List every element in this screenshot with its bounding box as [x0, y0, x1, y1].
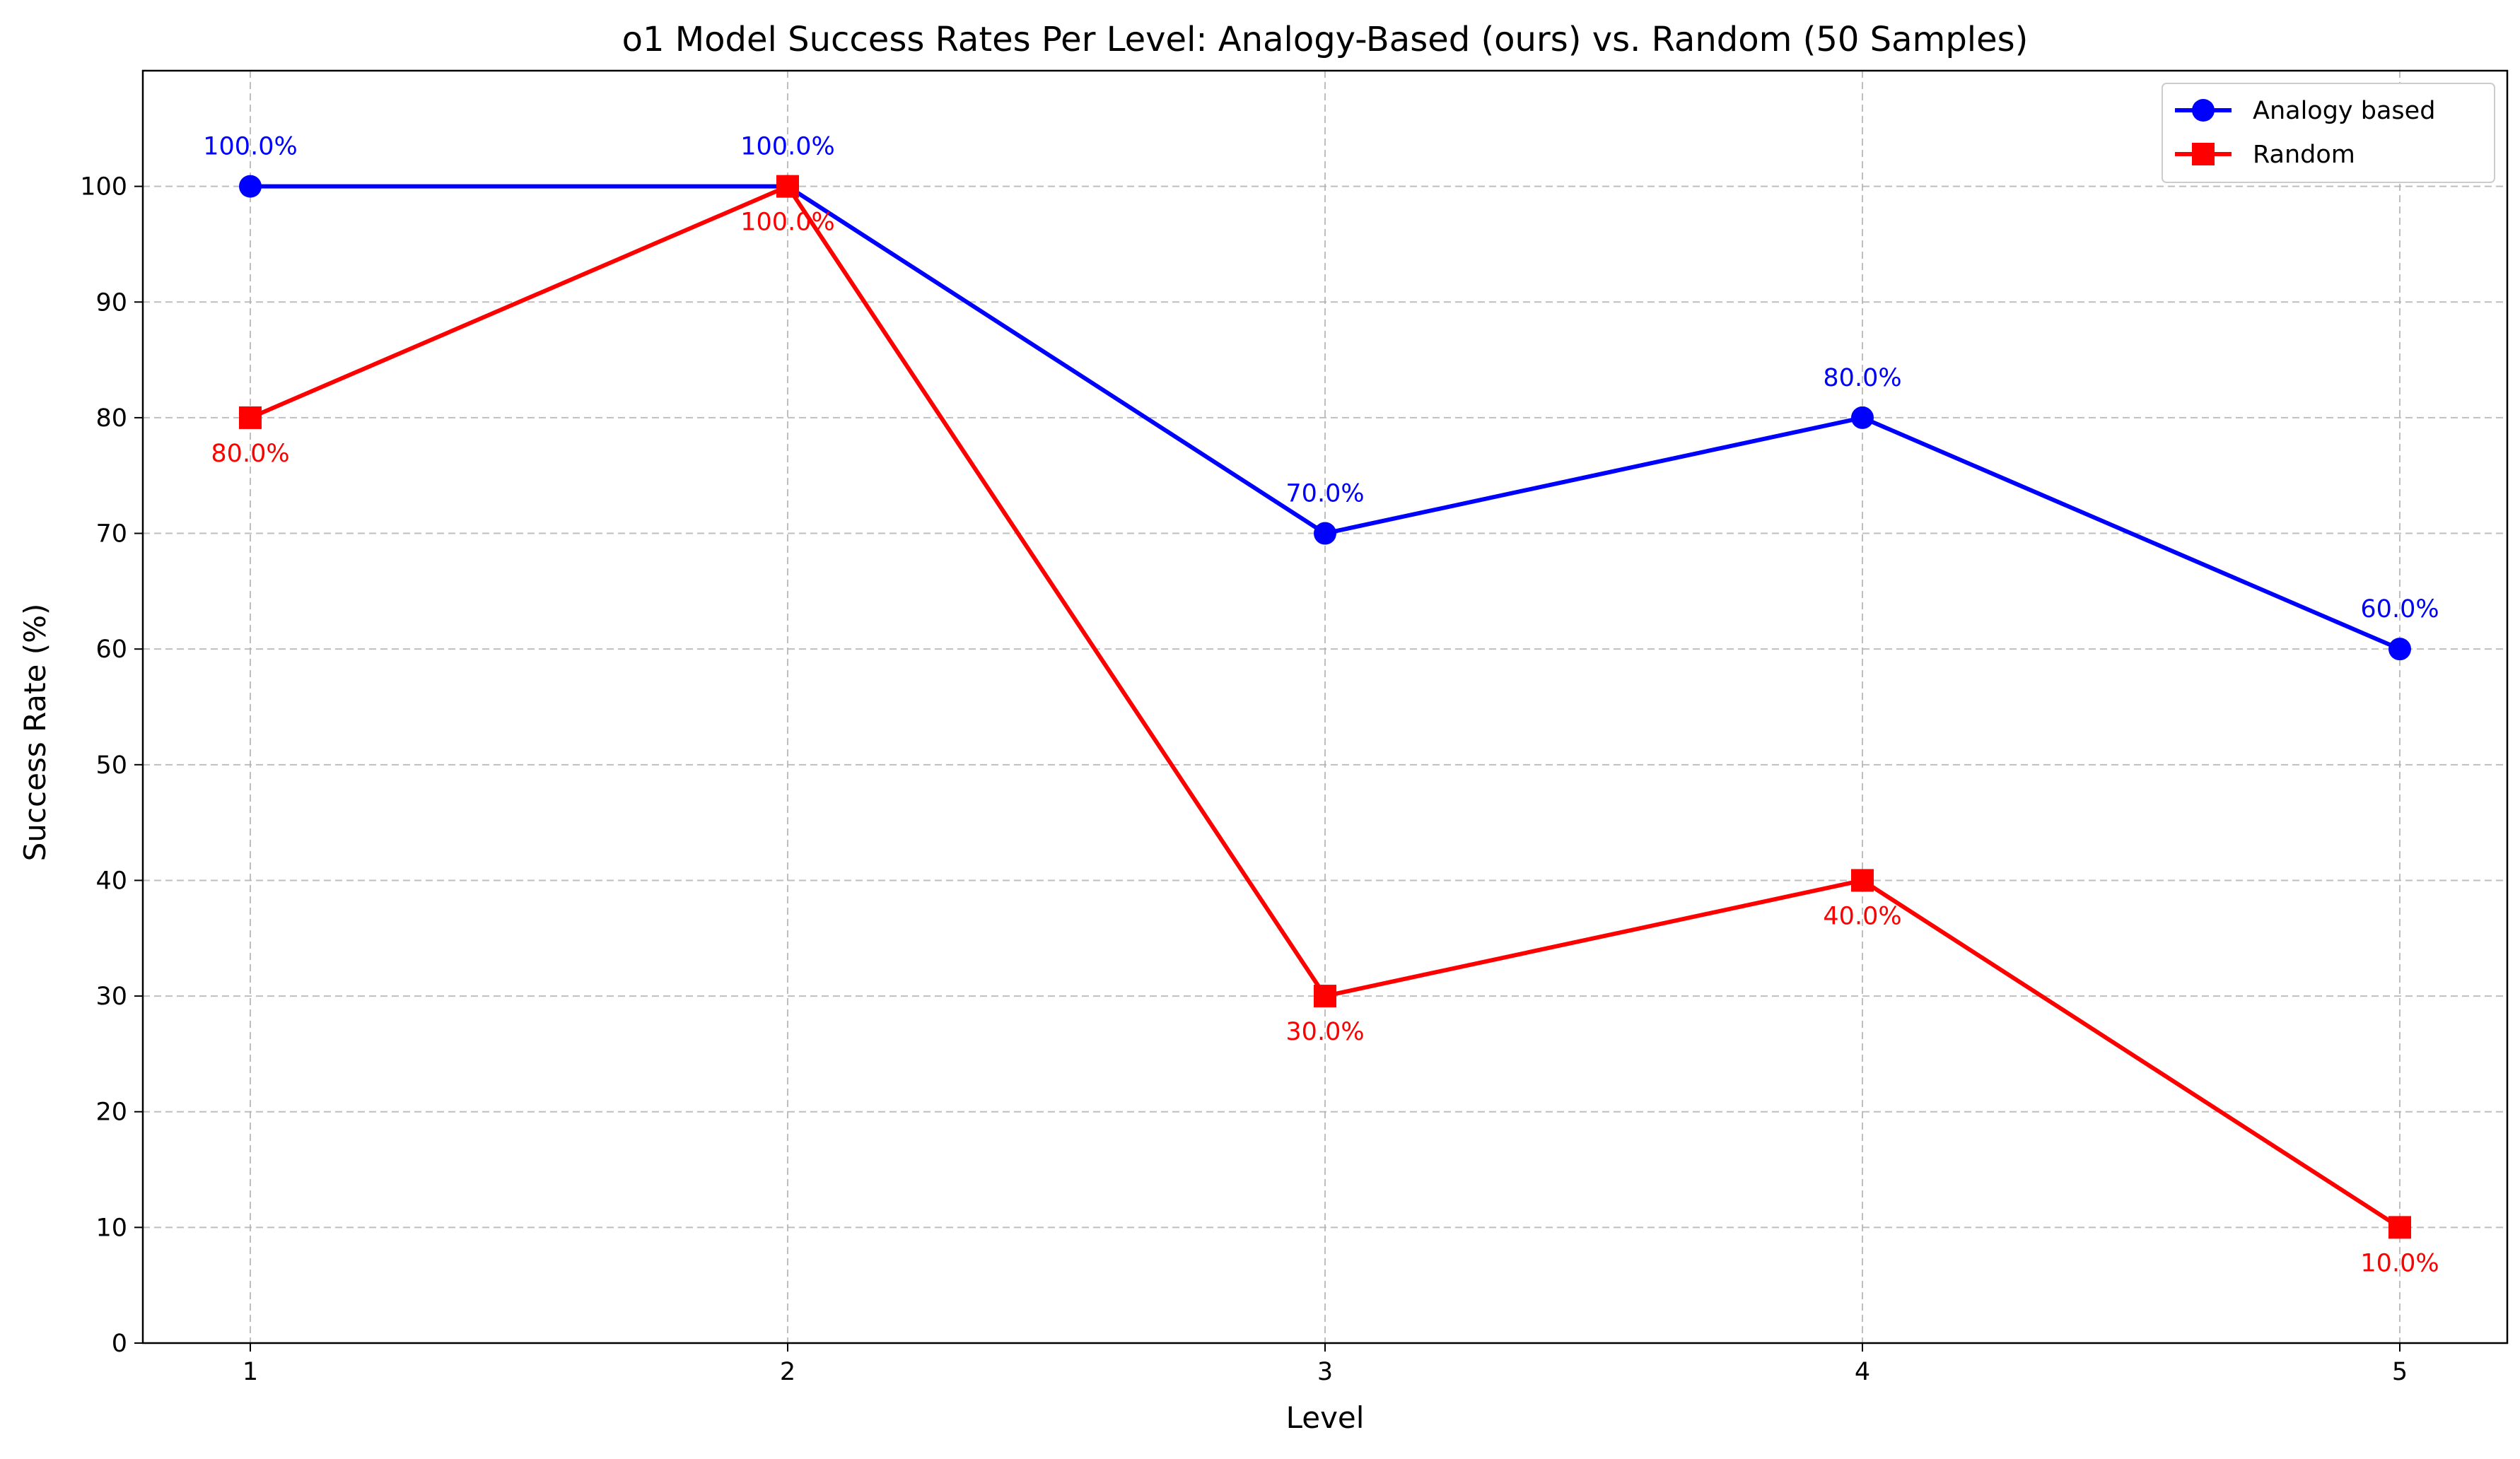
x-tick-label: 3: [1317, 1358, 1333, 1386]
legend-swatch-marker: [2192, 99, 2215, 122]
data-label: 80.0%: [211, 440, 289, 468]
data-label: 100.0%: [740, 133, 834, 161]
data-point-marker: [239, 406, 262, 429]
data-label: 60.0%: [2360, 595, 2439, 623]
legend-item: Analogy based: [2175, 97, 2435, 125]
legend-label: Random: [2253, 141, 2355, 169]
data-point-marker: [1851, 406, 1874, 429]
y-tick-label: 0: [112, 1330, 127, 1358]
data-point-marker: [239, 175, 262, 198]
data-point-marker: [2388, 1216, 2411, 1239]
axis-ticks: 0 10 20 30 40 50 60 70 80 90 100 1 2 3 4 5: [80, 173, 2408, 1386]
y-tick-label: 60: [95, 635, 127, 664]
legend: Analogy based Random: [2162, 83, 2495, 183]
y-tick-label: 50: [95, 751, 127, 780]
data-label: 70.0%: [1285, 480, 1364, 508]
y-tick-label: 10: [95, 1214, 127, 1242]
data-point-marker: [776, 175, 799, 198]
data-label: 100.0%: [740, 209, 834, 237]
y-tick-label: 90: [95, 288, 127, 317]
data-point-marker: [2388, 638, 2411, 661]
legend-item: Random: [2175, 141, 2355, 169]
x-tick-label: 5: [2392, 1358, 2408, 1386]
data-label: 80.0%: [1823, 364, 1901, 392]
data-label: 30.0%: [1285, 1018, 1364, 1046]
y-tick-label: 30: [95, 983, 127, 1011]
y-tick-label: 100: [80, 173, 127, 201]
y-axis-label: Success Rate (%): [18, 604, 52, 862]
chart-title: o1 Model Success Rates Per Level: Analog…: [622, 20, 2029, 59]
legend-box: [2162, 83, 2495, 183]
y-tick-label: 20: [95, 1098, 127, 1127]
y-tick-label: 80: [95, 404, 127, 433]
y-tick-label: 70: [95, 520, 127, 549]
x-axis-label: Level: [1286, 1400, 1365, 1435]
legend-label: Analogy based: [2253, 97, 2435, 125]
data-point-marker: [1851, 869, 1874, 892]
series-markers: [239, 175, 2411, 1239]
x-tick-label: 2: [780, 1358, 795, 1386]
data-point-marker: [1314, 985, 1336, 1008]
data-point-marker: [1314, 522, 1336, 545]
y-tick-label: 40: [95, 867, 127, 895]
legend-swatch-marker: [2192, 143, 2215, 165]
data-label: 40.0%: [1823, 902, 1901, 930]
data-label: 10.0%: [2360, 1249, 2439, 1277]
data-label: 100.0%: [203, 133, 297, 161]
x-tick-label: 4: [1855, 1358, 1870, 1386]
x-tick-label: 1: [243, 1358, 258, 1386]
data-labels: 100.0% 100.0% 70.0% 80.0% 60.0% 80.0% 100.0% 30…: [203, 133, 2439, 1278]
